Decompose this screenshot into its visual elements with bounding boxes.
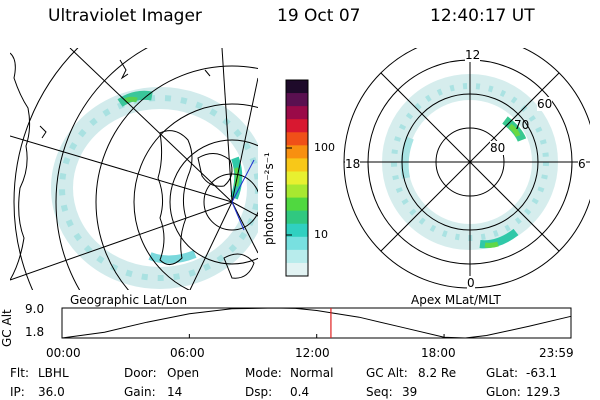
orbit-altitude-plot	[61, 307, 572, 339]
mode-label: Mode:	[245, 366, 282, 380]
mlat-label-80: 80	[490, 141, 506, 155]
colorbar-band	[286, 249, 308, 264]
orbit-ylabel: GC Alt	[0, 309, 14, 347]
colorbar-band	[286, 145, 308, 159]
glat-label: GLat:	[486, 366, 519, 380]
colorbar-gradient	[286, 80, 308, 277]
geo-latitude-circles	[13, 48, 258, 290]
geo-terminator-lines	[231, 159, 255, 231]
colorbar-band	[286, 262, 308, 277]
mlt-label-6: 6	[578, 157, 586, 171]
colorbar-band	[286, 210, 308, 225]
colorbar-band	[286, 223, 308, 238]
ip-value: 36.0	[38, 385, 65, 399]
door-value: Open	[167, 366, 200, 380]
ip-label: IP:	[10, 385, 25, 399]
polar-map-caption: Apex MLat/MLT	[411, 293, 501, 307]
geo-map-caption: Geographic Lat/Lon	[70, 293, 188, 307]
glon-value: 129.3	[526, 385, 561, 399]
orbit-ytick-min: 1.8	[25, 325, 45, 339]
gcalt-value: 8.2 Re	[418, 366, 457, 380]
geo-coastlines	[10, 52, 255, 281]
colorbar-band	[286, 184, 308, 199]
orbit-xtick: 23:59	[539, 346, 574, 360]
mlat-label-70: 70	[514, 118, 530, 132]
colorbar	[285, 79, 309, 277]
dsp-value: 0.4	[290, 385, 310, 399]
polar-mlt-map	[343, 48, 590, 289]
orbit-xtick: 00:00	[46, 346, 81, 360]
orbit-altitude-curve	[61, 307, 572, 339]
glon-label: GLon:	[486, 385, 521, 399]
colorbar-tick-10: 10	[314, 228, 328, 241]
image-time: 12:40:17 UT	[430, 6, 535, 26]
geo-auroral-oval	[51, 87, 258, 289]
colorbar-unit-label: photon cm⁻²s⁻¹	[262, 152, 276, 245]
geographic-map	[10, 48, 258, 290]
orbit-xtick: 18:00	[421, 346, 456, 360]
gcalt-label: GC Alt:	[366, 366, 408, 380]
instrument-title: Ultraviolet Imager	[48, 6, 202, 26]
geo-meridians	[10, 48, 258, 290]
gain-value: 14	[167, 385, 183, 399]
colorbar-band	[286, 80, 308, 94]
flt-label: Flt:	[10, 366, 29, 380]
dsp-label: Dsp:	[245, 385, 273, 399]
orbit-xtick: 06:00	[170, 346, 205, 360]
door-label: Door:	[124, 366, 157, 380]
colorbar-band	[286, 106, 308, 120]
mlat-label-60: 60	[537, 97, 553, 111]
glat-value: -63.1	[526, 366, 558, 380]
colorbar-band	[286, 158, 308, 172]
gain-label: Gain:	[124, 385, 156, 399]
colorbar-band	[286, 132, 308, 146]
colorbar-band	[286, 171, 308, 186]
seq-value: 39	[402, 385, 418, 399]
colorbar-tick-100: 100	[314, 141, 335, 154]
mlt-label-12: 12	[465, 48, 481, 62]
mlt-label-0: 0	[467, 276, 475, 290]
colorbar-band	[286, 236, 308, 251]
colorbar-band	[286, 197, 308, 212]
seq-label: Seq:	[366, 385, 393, 399]
colorbar-band	[286, 93, 308, 107]
mode-value: Normal	[290, 366, 334, 380]
orbit-ytick-max: 9.0	[25, 302, 45, 316]
mlt-label-18: 18	[345, 157, 361, 171]
flt-value: LBHL	[38, 366, 69, 380]
image-date: 19 Oct 07	[277, 6, 361, 26]
orbit-xtick: 12:00	[295, 346, 330, 360]
colorbar-band	[286, 119, 308, 133]
